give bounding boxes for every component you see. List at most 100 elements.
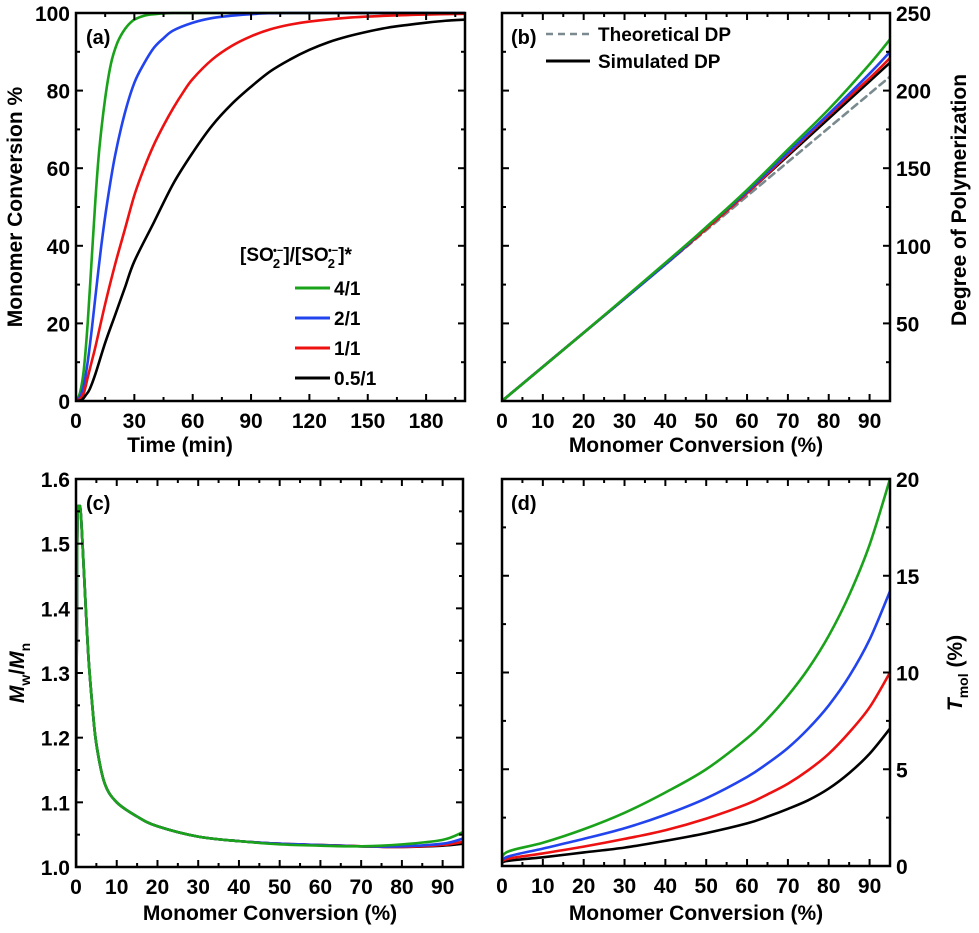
x-tick-label: 60 — [309, 876, 332, 899]
legend-entry: Simulated DP — [546, 52, 721, 73]
panel-b-label: (b) — [511, 27, 537, 49]
x-tick-label: 20 — [572, 875, 595, 898]
panel-a-legend: [SO2•−]/[SO2•−]* 4/12/11/10.5/1 — [240, 245, 377, 390]
legend-label: Simulated DP — [598, 52, 721, 73]
x-tick-label: 90 — [858, 410, 881, 433]
x-tick-label: 90 — [239, 410, 262, 433]
x-tick-label: 40 — [227, 876, 250, 899]
series-line-4-1 — [502, 38, 890, 401]
panel-b-xlabel: Monomer Conversion (%) — [569, 434, 823, 457]
x-tick-label: 0 — [70, 876, 82, 899]
series-line-2-1 — [502, 589, 890, 866]
ylabel-slash: / — [6, 669, 29, 675]
ylabel-sub: mol — [955, 673, 971, 698]
legend-label: 0.5/1 — [334, 369, 377, 390]
legend-title-end: ]* — [338, 245, 352, 266]
y-tick-label: 1.3 — [41, 663, 70, 686]
x-tick-label: 70 — [776, 875, 799, 898]
series-line-4-1 — [76, 504, 463, 867]
series-line-0-5-1 — [76, 504, 463, 867]
panel-a-label: (a) — [86, 27, 110, 49]
y-tick-label: 0 — [58, 391, 70, 414]
y-tick-label: 50 — [896, 313, 919, 336]
x-tick-label: 20 — [146, 876, 169, 899]
panel-d-ylabel: Tmol (%) — [944, 635, 971, 711]
legend-label: 2/1 — [334, 309, 361, 330]
x-tick-label: 60 — [735, 875, 758, 898]
x-tick-label: 10 — [531, 875, 554, 898]
panel-c-label: (c) — [86, 493, 110, 515]
ylabel-m2: M — [6, 651, 29, 669]
x-tick-label: 70 — [349, 876, 372, 899]
panel-c: 0 10 20 30 40 50 60 70 80 90 1.0 1.1 1.2 1.3 1.4 1.5 1.6 — [41, 469, 465, 899]
series-line-2-1 — [76, 11, 465, 401]
x-tick-label: 0 — [496, 875, 508, 898]
x-tick-label: 40 — [654, 875, 677, 898]
legend-entry: 0.5/1 — [295, 369, 377, 390]
ylabel-s1: w — [17, 675, 33, 687]
y-tick-label: 5 — [896, 759, 908, 782]
x-tick-label: 60 — [181, 410, 204, 433]
x-tick-label: 120 — [292, 410, 327, 433]
y-tick-label: 60 — [47, 158, 70, 181]
y-tick-label: 1.5 — [41, 534, 71, 557]
ylabel-t: T — [944, 696, 967, 711]
series-line-1-1 — [76, 12, 465, 401]
x-tick-label: 80 — [390, 876, 413, 899]
y-tick-label: 1.6 — [41, 469, 70, 492]
x-tick-label: 10 — [105, 876, 128, 899]
plot-frame — [500, 477, 892, 868]
legend-entries: 4/1 2/1 1/1 0.5/1 — [295, 279, 377, 390]
x-tick-label: 180 — [409, 410, 444, 433]
x-tick-label: 50 — [695, 410, 718, 433]
y-tick-label: 100 — [896, 236, 931, 259]
y-tick-label: 20 — [896, 469, 919, 492]
series-line-0-5-1 — [502, 727, 890, 866]
x-tick-label: 90 — [431, 876, 454, 899]
y-tick-label: 10 — [896, 663, 919, 686]
x-tick-label: 30 — [123, 410, 146, 433]
x-tick-label: 50 — [695, 875, 718, 898]
y-tick-label: 20 — [47, 313, 70, 336]
y-tick-label: 200 — [896, 81, 931, 104]
x-tick-label: 60 — [735, 410, 758, 433]
legend-title-sub2: 2 — [328, 256, 335, 271]
x-tick-label: 70 — [776, 410, 799, 433]
x-tick-label: 10 — [531, 410, 554, 433]
x-tick-label: 80 — [817, 410, 840, 433]
y-tick-label: 1.2 — [41, 728, 70, 751]
y-tick-label: 1.0 — [41, 857, 70, 880]
legend-entry: 4/1 — [295, 279, 361, 300]
x-tick-label: 80 — [817, 875, 840, 898]
series-group — [502, 38, 890, 401]
y-tick-label: 80 — [47, 81, 70, 104]
panel-d-label: (d) — [511, 493, 537, 515]
panel-a-xlabel: Time (min) — [127, 434, 233, 457]
series-group — [76, 504, 463, 867]
legend-title-sub: 2 — [273, 256, 280, 271]
series-line-2-1 — [76, 504, 463, 867]
legend-entry: Theoretical DP — [546, 25, 731, 46]
x-tick-label: 0 — [496, 410, 508, 433]
plot-frame — [74, 477, 465, 869]
legend-label: Theoretical DP — [598, 25, 731, 46]
y-tick-label: 1.4 — [41, 598, 71, 621]
x-tick-label: 30 — [613, 875, 636, 898]
y-tick-label: 250 — [896, 3, 931, 26]
x-tick-label: 30 — [187, 876, 210, 899]
y-tick-label: 1.1 — [41, 792, 71, 815]
series-line-4-1 — [502, 477, 890, 866]
y-tick-label: 40 — [47, 236, 70, 259]
x-tick-label: 30 — [613, 410, 636, 433]
series-line-0-5-1 — [76, 18, 465, 401]
panel-c-ylabel: Mw/Mn — [6, 643, 33, 703]
panel-d-xlabel: Monomer Conversion (%) — [569, 902, 823, 925]
series-line-1-1 — [76, 504, 463, 867]
series-group — [502, 477, 890, 866]
panel-a: 0 30 60 90 120 150 180 0 20 40 60 80 100 — [35, 3, 467, 433]
panel-b-ylabel: Degree of Polymerization — [948, 74, 971, 326]
x-tick-label: 50 — [268, 876, 291, 899]
x-tick-label: 0 — [70, 410, 82, 433]
legend-label: 1/1 — [334, 339, 361, 360]
